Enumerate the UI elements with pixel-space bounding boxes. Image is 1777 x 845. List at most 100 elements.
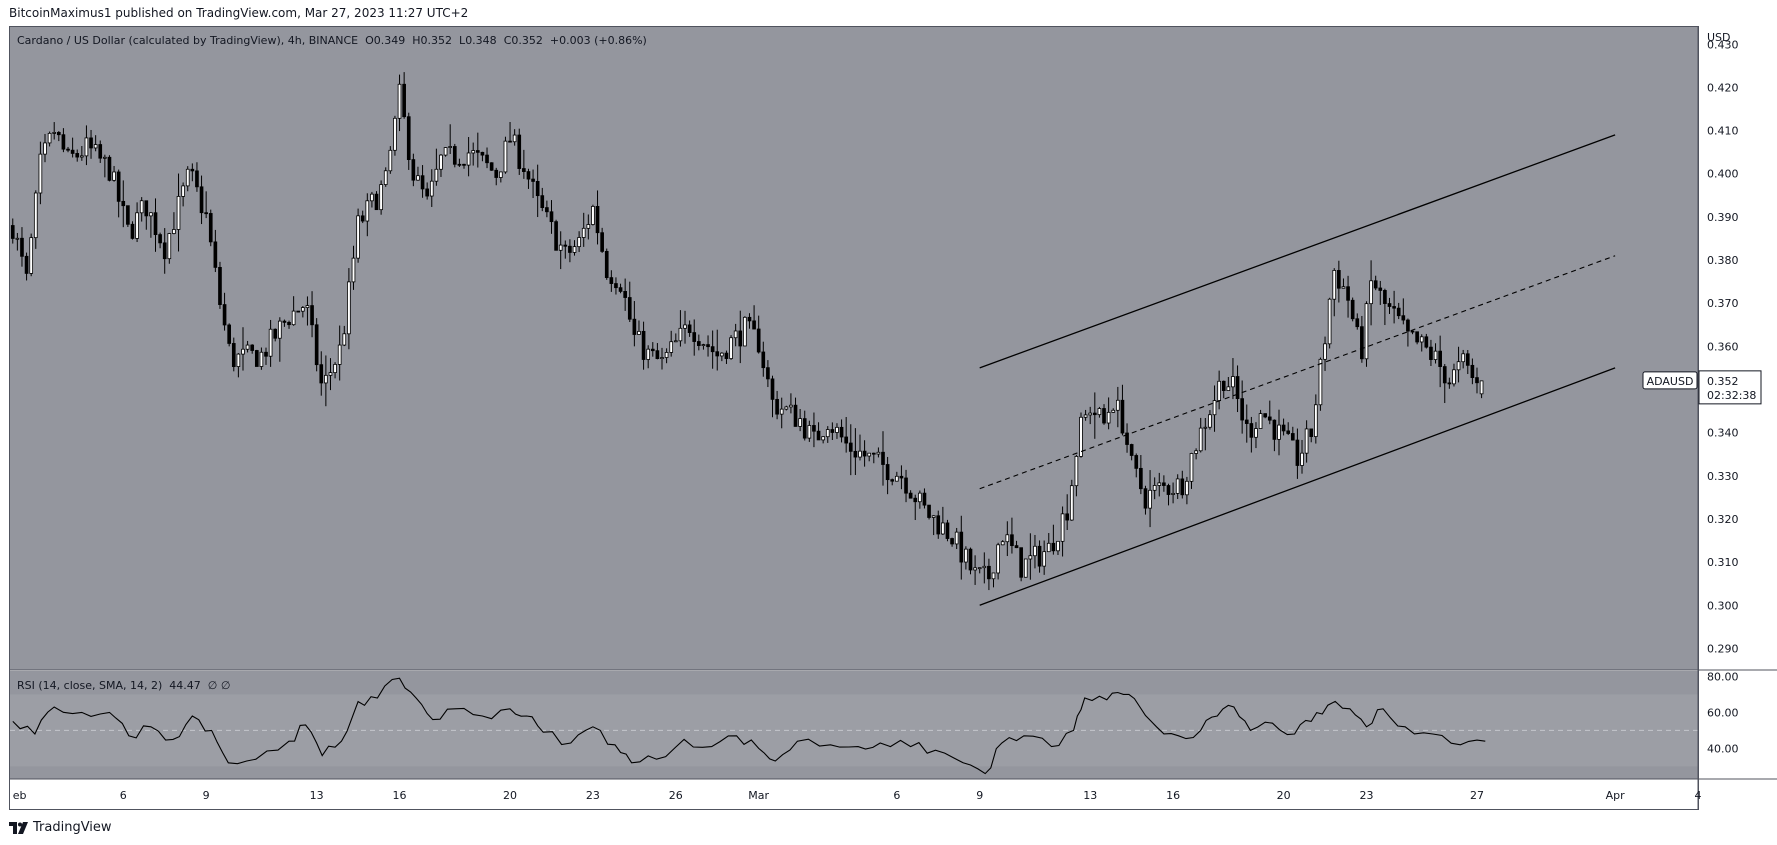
candle <box>1465 349 1470 375</box>
candle <box>471 142 476 166</box>
candle <box>494 167 499 186</box>
candle <box>489 162 494 171</box>
candle-body <box>844 436 848 444</box>
candle <box>20 227 24 267</box>
candle <box>43 133 47 163</box>
candle-body <box>1383 290 1387 304</box>
candle-body <box>526 171 531 180</box>
candle-body <box>858 450 862 458</box>
candle <box>1014 540 1019 549</box>
candle-body <box>890 479 895 482</box>
candle <box>738 310 743 364</box>
candle-body <box>250 344 255 351</box>
candle <box>15 232 20 251</box>
candle-body <box>1171 492 1175 495</box>
last-price-box <box>1698 370 1762 405</box>
candle <box>61 128 66 153</box>
price-tick-label: 0.380 <box>1707 254 1739 267</box>
rsi-line <box>12 677 1486 775</box>
candle-body <box>1023 558 1028 578</box>
rsi-tick-label: 80.00 <box>1707 670 1739 683</box>
candle-body <box>1097 408 1102 416</box>
candle <box>1005 521 1010 557</box>
candle <box>1019 547 1023 582</box>
candle-body <box>641 330 646 360</box>
channel-lower-line <box>979 367 1616 606</box>
tradingview-brand: TradingView <box>33 820 112 835</box>
candle-body <box>1369 280 1373 305</box>
candle <box>1424 333 1429 349</box>
candle-body <box>84 137 89 157</box>
candle-body <box>1116 399 1120 411</box>
candle-body <box>1180 478 1185 496</box>
candle-body <box>1300 452 1304 466</box>
candle-body <box>724 352 729 359</box>
candle <box>231 337 236 372</box>
time-tick-label: 27 <box>1470 789 1484 802</box>
candle <box>388 146 393 174</box>
candle <box>623 278 627 311</box>
candle <box>1350 297 1355 322</box>
candle-body <box>1240 398 1244 421</box>
candle <box>1263 413 1268 419</box>
candle <box>1360 315 1364 363</box>
candle-body <box>1447 382 1452 385</box>
candle <box>867 452 872 462</box>
candle-body <box>683 324 687 329</box>
price-tick-label: 0.400 <box>1707 168 1739 181</box>
candle-body <box>466 152 471 166</box>
candle <box>328 358 333 391</box>
candle-body <box>789 404 793 408</box>
candle-body <box>779 408 784 415</box>
candle <box>130 221 135 240</box>
candle-body <box>853 450 858 458</box>
candle <box>558 231 563 270</box>
candle <box>862 440 867 467</box>
candle <box>429 169 434 207</box>
candle <box>1277 409 1281 456</box>
candle <box>80 145 84 161</box>
candle <box>1355 313 1360 330</box>
candle <box>853 428 858 476</box>
candle-body <box>98 144 103 159</box>
candle-body <box>1175 478 1180 494</box>
candle-body <box>830 429 835 433</box>
candle-body <box>135 212 139 239</box>
candle-body <box>798 418 802 427</box>
candle <box>250 344 255 354</box>
candle-body <box>697 341 701 346</box>
candle-body <box>328 372 333 376</box>
candle-body <box>1069 485 1074 521</box>
candle-body <box>968 548 973 571</box>
candle <box>522 149 526 179</box>
candle <box>379 180 383 215</box>
candle <box>660 347 664 370</box>
candle <box>208 209 213 247</box>
ohlc-low: 0.348 <box>465 34 497 47</box>
candle-body <box>922 492 927 506</box>
candle <box>964 546 968 570</box>
candle <box>420 165 425 198</box>
candle-body <box>954 531 959 545</box>
candle-body <box>545 207 549 213</box>
candle <box>973 555 977 585</box>
rsi-na-values: ∅ ∅ <box>207 679 231 692</box>
candle-body <box>365 200 370 222</box>
candle <box>996 542 1000 580</box>
candle-body <box>167 233 172 260</box>
price-tick-label: 0.430 <box>1707 38 1739 51</box>
candle <box>52 122 57 140</box>
candle-body <box>291 310 296 326</box>
candle-body <box>876 451 881 455</box>
candle-body <box>439 154 443 170</box>
candle <box>1000 540 1005 546</box>
candle-body <box>508 140 512 143</box>
candle <box>305 296 310 326</box>
candle-body <box>1442 366 1447 384</box>
candle-body <box>379 184 383 211</box>
candle <box>452 143 457 168</box>
candle-body <box>411 159 416 181</box>
candle <box>1157 472 1162 497</box>
tradingview-logo[interactable]: TradingView <box>9 820 112 835</box>
